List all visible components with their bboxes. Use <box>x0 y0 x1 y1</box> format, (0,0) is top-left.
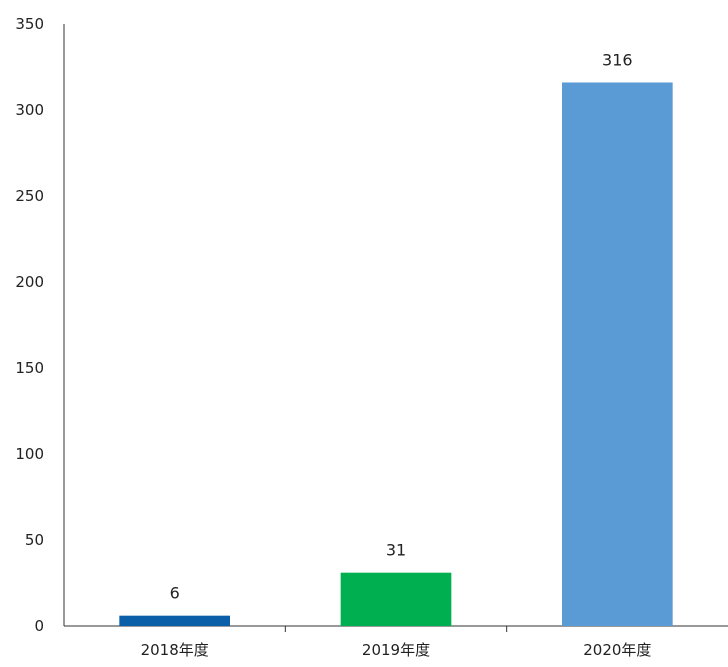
data-label: 6 <box>170 584 180 603</box>
y-tick-label: 300 <box>15 101 44 119</box>
y-tick-label: 200 <box>15 273 44 291</box>
y-tick-label: 100 <box>15 445 44 463</box>
y-tick-label: 50 <box>25 531 44 549</box>
x-tick-label: 2019年度 <box>362 641 430 659</box>
x-tick-label: 2020年度 <box>583 641 651 659</box>
x-tick-label: 2018年度 <box>141 641 209 659</box>
bar-2 <box>340 572 452 626</box>
data-label: 316 <box>602 50 633 69</box>
y-tick-label: 350 <box>15 15 44 33</box>
bar-1 <box>119 615 230 626</box>
y-tick-label: 0 <box>34 617 44 635</box>
x-axis-ticks: 2018年度 2019年度 2020年度 <box>141 626 651 659</box>
y-tick-label: 250 <box>15 187 44 205</box>
y-tick-label: 150 <box>15 359 44 377</box>
bars-group <box>119 82 673 627</box>
y-axis-ticks: 0 50 100 150 200 250 300 350 <box>15 15 44 635</box>
bar-3 <box>562 82 673 627</box>
data-labels-group: 6 31 316 <box>170 50 633 602</box>
data-label: 31 <box>386 541 406 560</box>
